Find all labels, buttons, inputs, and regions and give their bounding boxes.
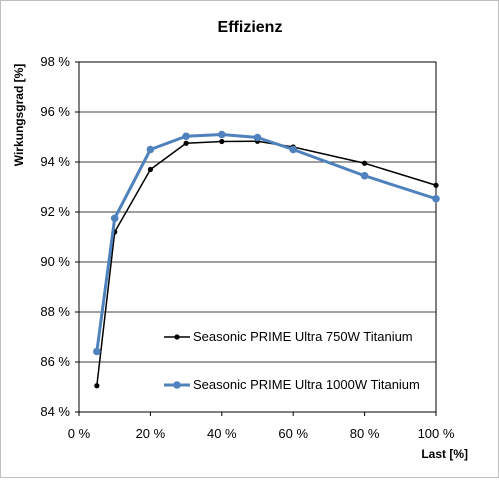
legend-marker-1000w — [173, 381, 181, 389]
series-1000w — [93, 130, 440, 356]
series-750w-point — [362, 160, 368, 166]
y-tick-label: 86 % — [40, 354, 70, 369]
series-1000w-point — [93, 347, 101, 356]
series-1000w-point — [289, 145, 298, 154]
y-tick-label: 84 % — [40, 404, 70, 419]
series-1000w-point — [146, 145, 155, 154]
series-1000w-point — [218, 130, 226, 139]
series-750w-point — [433, 182, 439, 188]
y-tick-label: 94 % — [40, 154, 70, 169]
series-750w — [94, 138, 439, 389]
y-tick-label: 90 % — [40, 254, 70, 269]
series-layer — [93, 130, 440, 389]
legend-entry-1000w: Seasonic PRIME Ultra 1000W Titanium — [164, 377, 420, 392]
series-750w-point — [183, 140, 189, 146]
x-tick-label: 80 % — [350, 426, 380, 441]
x-tick-label: 40 % — [207, 426, 237, 441]
x-tick-label: 20 % — [136, 426, 166, 441]
legend: Seasonic PRIME Ultra 750W Titanium Seaso… — [164, 329, 420, 392]
legend-label-1000w: Seasonic PRIME Ultra 1000W Titanium — [193, 377, 420, 392]
legend-entry-750w: Seasonic PRIME Ultra 750W Titanium — [164, 329, 413, 344]
series-1000w-point — [253, 133, 262, 142]
x-axis-label: Last [%] — [421, 447, 468, 461]
series-1000w-line — [95, 133, 437, 352]
y-tick-label: 88 % — [40, 304, 70, 319]
x-tick-label: 100 % — [418, 426, 455, 441]
series-750w-line — [96, 140, 437, 386]
series-750w-point — [147, 166, 153, 173]
chart-title: Effizienz — [218, 19, 283, 36]
series-1000w-point — [182, 132, 190, 141]
y-axis-label: Wirkungsgrad [%] — [12, 64, 26, 167]
grid-lines — [79, 111, 436, 363]
legend-label-750w: Seasonic PRIME Ultra 750W Titanium — [193, 329, 413, 344]
series-750w-point — [94, 383, 100, 389]
legend-marker-750w — [174, 334, 180, 340]
x-tick-label: 0 % — [68, 426, 91, 441]
y-tick-label: 92 % — [40, 204, 70, 219]
y-tick-label: 96 % — [40, 104, 70, 119]
series-1000w-point — [432, 194, 440, 203]
series-750w-point — [219, 138, 225, 145]
plot-area — [78, 61, 437, 413]
x-tick-label: 60 % — [278, 426, 308, 441]
axis-ticks: 84 % 86 % 88 % 90 % 92 % 94 % 96 % 98 % 0 % 20 % 4… — [40, 54, 455, 441]
y-tick-label: 98 % — [40, 54, 70, 69]
series-1000w-point — [360, 171, 369, 180]
series-1000w-point — [110, 214, 119, 223]
